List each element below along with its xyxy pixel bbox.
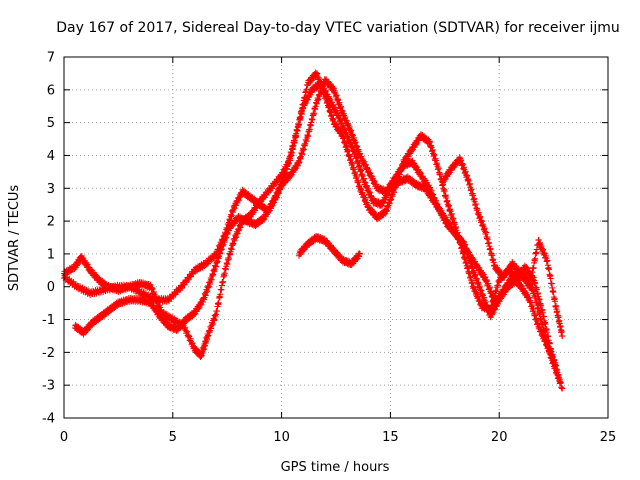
plot-border bbox=[63, 56, 609, 419]
grid-lines bbox=[64, 57, 608, 418]
y-tick-label: 1 bbox=[47, 247, 55, 262]
y-tick-label: 7 bbox=[47, 51, 55, 66]
y-axis-label: SDTVAR / TECUs bbox=[7, 185, 22, 292]
data-point bbox=[356, 250, 363, 257]
x-tick-label: 20 bbox=[491, 430, 508, 445]
chart-title: Day 167 of 2017, Sidereal Day-to-day VTE… bbox=[56, 20, 620, 36]
y-tick-label: 4 bbox=[47, 149, 55, 164]
axis-ticks: -4 -3 -2 -1 0 1 2 3 4 5 6 7 0 5 10 15 20 25 bbox=[42, 51, 616, 446]
x-tick-label: 5 bbox=[169, 430, 177, 445]
y-tick-label: -2 bbox=[42, 346, 55, 361]
series-track-5 bbox=[439, 154, 566, 340]
x-axis-label: GPS time / hours bbox=[281, 460, 390, 475]
y-tick-label: 2 bbox=[47, 215, 55, 230]
data-point bbox=[559, 385, 566, 392]
x-tick-label: 10 bbox=[273, 430, 290, 445]
series-track-3 bbox=[71, 76, 566, 392]
y-tick-label: 3 bbox=[47, 182, 55, 197]
data-point bbox=[179, 284, 186, 291]
data-point bbox=[546, 266, 553, 273]
series-track-4 bbox=[296, 232, 363, 269]
data-point bbox=[559, 332, 566, 339]
y-tick-label: 5 bbox=[47, 116, 55, 131]
y-tick-label: 0 bbox=[47, 280, 55, 295]
y-tick-label: -3 bbox=[42, 379, 55, 394]
data-point bbox=[532, 255, 539, 262]
y-tick-label: 6 bbox=[47, 83, 55, 98]
y-tick-label: -4 bbox=[42, 412, 55, 427]
data-points bbox=[61, 69, 566, 392]
x-tick-label: 25 bbox=[600, 430, 617, 445]
x-tick-label: 15 bbox=[382, 430, 399, 445]
y-tick-label: -1 bbox=[42, 313, 55, 328]
x-tick-label: 0 bbox=[60, 430, 68, 445]
